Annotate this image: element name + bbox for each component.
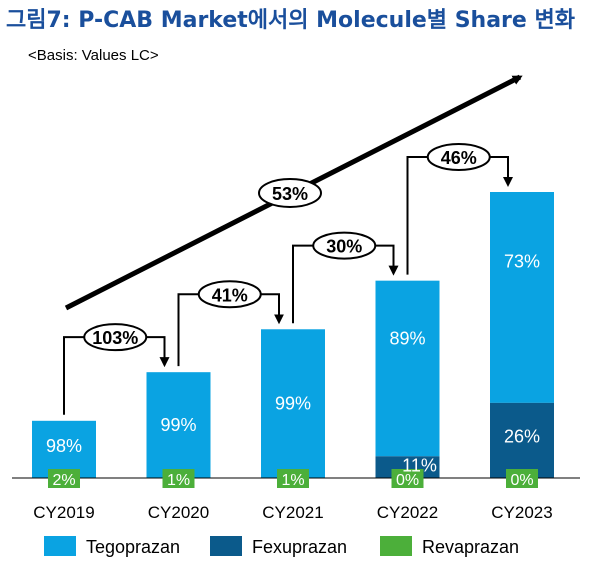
overall-growth-label: 53% xyxy=(272,184,308,204)
growth-badge xyxy=(426,143,491,171)
bar-revaprazan-cy2022 xyxy=(391,469,424,488)
chart-title: 그림7: P-CAB Market에서의 Molecule별 Share 변화 xyxy=(6,8,575,33)
data-label-revaprazan: 1% xyxy=(281,472,304,489)
data-label-revaprazan: 0% xyxy=(510,472,533,489)
growth-label: 46% xyxy=(441,148,477,168)
data-label-revaprazan: 1% xyxy=(167,472,190,489)
legend-label-revaprazan: Revaprazan xyxy=(422,537,519,557)
data-label-tegoprazan: 98% xyxy=(46,436,82,456)
legend-label-tegoprazan: Tegoprazan xyxy=(86,537,180,557)
legend-label-fexuprazan: Fexuprazan xyxy=(252,537,347,557)
data-label-tegoprazan: 89% xyxy=(389,329,425,349)
bar-tegoprazan-cy2019 xyxy=(32,420,96,478)
bar-revaprazan-cy2020 xyxy=(162,469,195,488)
data-label-fexuprazan: 26% xyxy=(504,426,540,446)
growth-badge xyxy=(312,231,377,260)
bar-fexuprazan-cy2023 xyxy=(490,402,554,478)
growth-badge xyxy=(83,323,148,352)
growth-badge xyxy=(197,280,262,309)
growth-label: 41% xyxy=(212,285,248,305)
bar-tegoprazan-cy2020 xyxy=(146,372,211,478)
chart-subtitle: <Basis: Values LC> xyxy=(28,47,159,64)
bar-revaprazan-cy2023 xyxy=(506,469,538,488)
bar-tegoprazan-cy2023 xyxy=(490,192,554,403)
data-label-tegoprazan: 73% xyxy=(504,252,540,272)
data-label-revaprazan: 2% xyxy=(52,472,75,489)
legend-swatch-revaprazan xyxy=(380,536,412,556)
bar-revaprazan-cy2019 xyxy=(48,469,80,488)
x-tick-label: CY2019 xyxy=(33,503,94,522)
bar-revaprazan-cy2021 xyxy=(277,469,309,488)
legend: Tegoprazan Fexuprazan Revaprazan xyxy=(44,536,519,557)
data-label-fexuprazan: 11% xyxy=(402,455,437,475)
bar-tegoprazan-cy2022 xyxy=(375,280,440,457)
x-tick-label: CY2021 xyxy=(262,503,323,522)
growth-arrows: 103% 41% 30% 46% 53% xyxy=(63,74,523,415)
x-tick-label: CY2022 xyxy=(377,503,438,522)
bar-tegoprazan-cy2021 xyxy=(261,329,325,478)
data-label-tegoprazan: 99% xyxy=(275,394,311,414)
growth-label: 30% xyxy=(326,237,362,257)
data-label-tegoprazan: 99% xyxy=(160,415,196,435)
legend-swatch-tegoprazan xyxy=(44,536,76,556)
x-tick-label: CY2023 xyxy=(491,503,552,522)
labels-layer: CY2019 2% 98% CY2020 1% 99% CY2021 1% 99% CY2022 0… xyxy=(33,252,552,522)
growth-label: 103% xyxy=(92,328,138,348)
overall-growth-badge xyxy=(258,178,322,208)
legend-swatch-fexuprazan xyxy=(210,536,242,556)
data-label-revaprazan: 0% xyxy=(396,472,419,489)
x-tick-label: CY2020 xyxy=(148,503,209,522)
